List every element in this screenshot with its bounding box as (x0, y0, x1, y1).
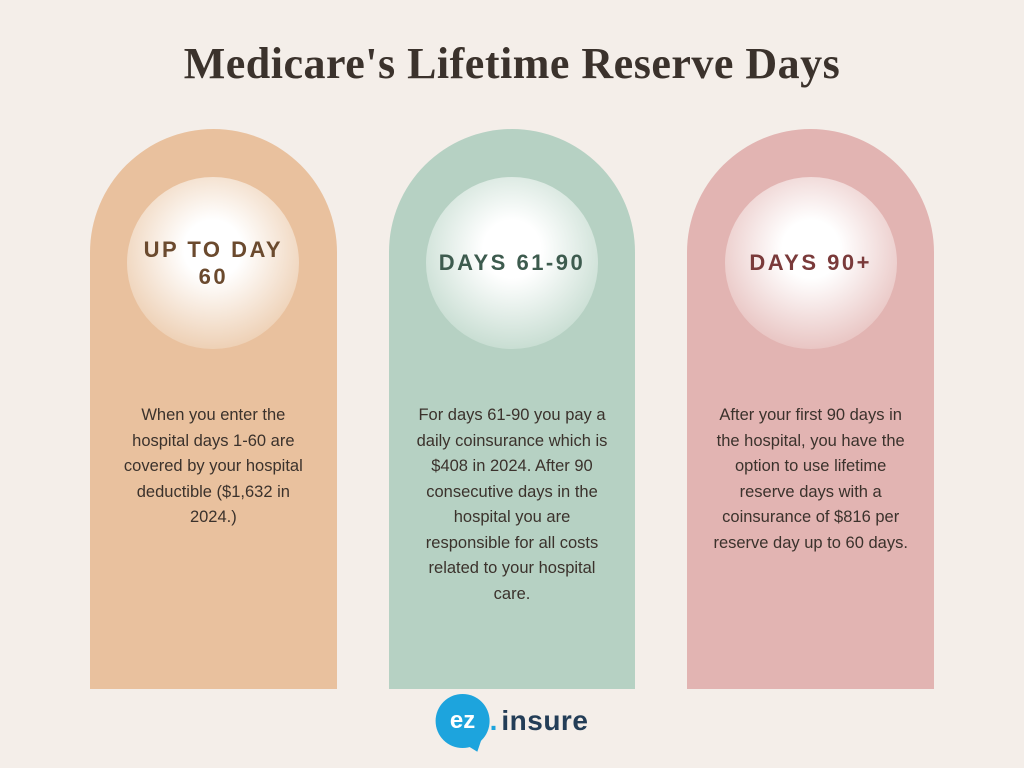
column-heading: DAYS 61-90 (429, 249, 595, 277)
column-body: For days 61-90 you pay a daily coinsuran… (389, 403, 636, 608)
column-heading: DAYS 90+ (739, 249, 882, 277)
brand-logo: ez . insure (436, 694, 589, 748)
orb-day-61-90: DAYS 61-90 (426, 177, 598, 349)
orb-day-1-60: UP TO DAY 60 (127, 177, 299, 349)
column-day-1-60: UP TO DAY 60 When you enter the hospital… (90, 129, 337, 689)
logo-bubble-icon: ez (436, 694, 490, 748)
column-day-61-90: DAYS 61-90 For days 61-90 you pay a dail… (389, 129, 636, 689)
column-day-90-plus: DAYS 90+ After your first 90 days in the… (687, 129, 934, 689)
logo-dot: . (490, 705, 498, 737)
columns-container: UP TO DAY 60 When you enter the hospital… (0, 129, 1024, 689)
column-body: When you enter the hospital days 1-60 ar… (90, 403, 337, 531)
logo-text: insure (501, 705, 588, 737)
orb-day-90-plus: DAYS 90+ (725, 177, 897, 349)
column-heading: UP TO DAY 60 (127, 236, 299, 291)
column-body: After your first 90 days in the hospital… (687, 403, 934, 556)
page-title: Medicare's Lifetime Reserve Days (0, 0, 1024, 89)
